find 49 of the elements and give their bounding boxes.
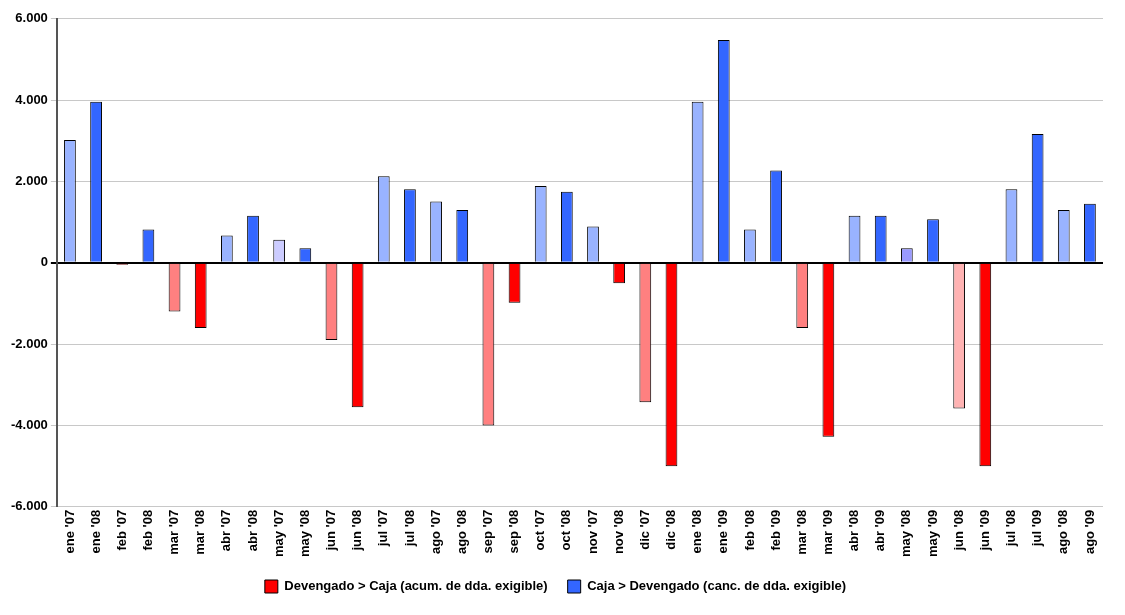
x-tick-label: ene '07 [61,509,77,554]
x-tick-label: sep '08 [506,509,522,554]
x-tick-label: nov '08 [610,509,626,555]
x-tick-label: oct '07 [532,509,548,551]
x-tick-label: jun '08 [349,509,365,552]
y-tick-label: 4.000 [15,91,48,107]
x-tick-label: jul '09 [1029,509,1045,548]
x-tick-label: ago '08 [453,509,469,555]
x-tick-label: abr '07 [218,509,234,552]
x-tick-label: jun '07 [323,509,339,552]
x-tick-label: feb '07 [113,509,129,551]
x-tick-label: ene '08 [689,509,705,554]
x-tick-label: feb '09 [767,509,783,551]
y-tick-label: 0 [40,254,48,270]
legend-label: Devengado > Caja (acum. de dda. exigible) [284,578,548,594]
x-tick-label: may '07 [270,509,286,558]
x-tick-label: ene '09 [715,509,731,554]
x-tick-label: dic '08 [663,509,679,550]
x-tick-label: abr '09 [872,509,888,552]
x-tick-label: abr '08 [244,509,260,552]
x-tick-label: mar '07 [166,509,182,555]
x-tick-label: mar '09 [819,509,835,555]
y-tick-label: 2.000 [15,173,48,189]
x-tick-label: mar '08 [793,509,809,555]
y-tick-label: -4.000 [10,417,48,433]
y-tick-label: 6.000 [15,10,48,26]
x-tick-label: abr '08 [846,509,862,552]
x-tick-label: nov '07 [584,509,600,555]
x-tick-label: ago '07 [427,509,443,555]
x-tick-label: feb '08 [139,509,155,551]
legend-label: Caja > Devengado (canc. de dda. exigible) [587,578,847,594]
x-tick-label: ene '08 [87,509,103,554]
x-tick-label: jun '08 [950,509,966,552]
x-tick-label: may '08 [898,509,914,558]
x-tick-label: jul '07 [375,509,391,548]
x-tick-label: dic '07 [636,509,652,550]
y-tick-label: -2.000 [10,335,48,351]
x-tick-label: may '09 [924,509,940,558]
x-tick-label: jun '09 [976,509,992,552]
x-tick-label: may '08 [296,509,312,558]
x-tick-label: mar '08 [192,509,208,555]
x-tick-label: sep '07 [479,509,495,554]
x-tick-label: jul '08 [1003,509,1019,548]
x-tick-label: feb '08 [741,509,757,551]
x-tick-label: ago '08 [1055,509,1071,555]
x-tick-label: ago '09 [1081,509,1097,555]
x-tick-label: jul '08 [401,509,417,548]
y-tick-label: -6.000 [10,498,48,514]
x-tick-label: oct '08 [558,509,574,551]
